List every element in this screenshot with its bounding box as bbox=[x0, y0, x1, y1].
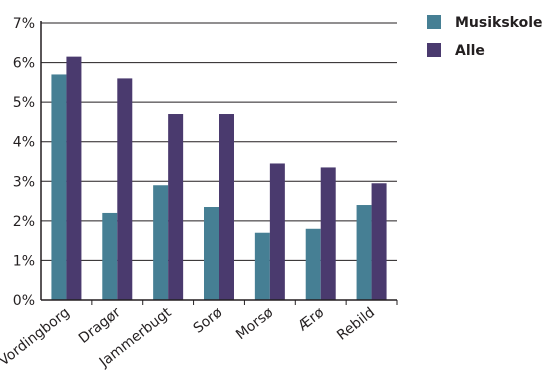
y-tick-label: 5% bbox=[13, 95, 35, 111]
legend-swatch-alle bbox=[427, 43, 441, 57]
y-tick-label: 2% bbox=[13, 214, 35, 230]
bar-alle bbox=[66, 56, 82, 301]
bar-musikskole bbox=[305, 228, 321, 300]
x-category-label: Sorø bbox=[191, 304, 226, 336]
bar-musikskole bbox=[204, 207, 219, 300]
y-tick-label: 6% bbox=[13, 56, 35, 72]
y-tick-label: 1% bbox=[13, 253, 35, 269]
x-category-label: Morsø bbox=[233, 304, 276, 343]
x-category-label: Rebild bbox=[334, 305, 378, 344]
y-tick-label: 0% bbox=[13, 293, 35, 309]
y-axis-ticks: 0% 1% 2% 3% 4% 5% 6% 7% bbox=[13, 16, 35, 309]
bar-musikskole bbox=[51, 74, 67, 300]
y-tick-label: 3% bbox=[13, 174, 35, 190]
bar-alle bbox=[168, 114, 184, 300]
legend-label-musikskole: Musikskole bbox=[455, 15, 543, 31]
x-category-label: Vordingborg bbox=[0, 305, 73, 370]
bar-musikskole bbox=[254, 232, 270, 300]
legend: Musikskole Alle bbox=[427, 15, 543, 59]
bar-musikskole bbox=[102, 212, 118, 300]
bar-alle bbox=[219, 114, 234, 300]
legend-swatch-musikskole bbox=[427, 15, 441, 29]
bar-musikskole bbox=[153, 185, 169, 300]
y-tick-label: 4% bbox=[13, 135, 35, 151]
axes bbox=[40, 21, 398, 305]
bar-musikskole bbox=[356, 205, 372, 300]
bars bbox=[51, 56, 387, 301]
bar-alle bbox=[320, 167, 336, 300]
x-category-label: Dragør bbox=[76, 304, 124, 347]
bar-alle bbox=[269, 163, 285, 300]
bar-alle bbox=[371, 183, 387, 300]
y-tick-label: 7% bbox=[13, 16, 35, 32]
bar-alle bbox=[117, 78, 133, 301]
legend-label-alle: Alle bbox=[455, 43, 485, 59]
x-category-label: Ærø bbox=[295, 304, 327, 334]
